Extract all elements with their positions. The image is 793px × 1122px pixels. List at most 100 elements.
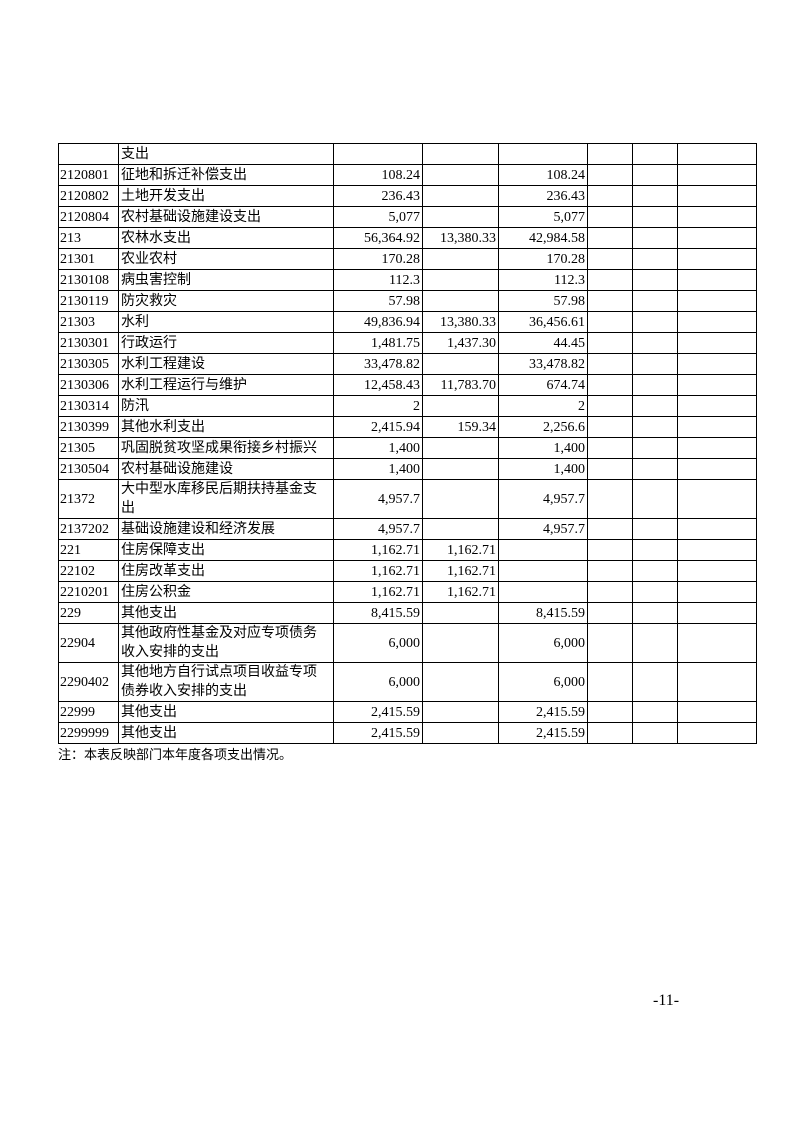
basic-cell: 13,380.33 <box>422 311 499 333</box>
extra-cell <box>587 722 633 744</box>
amount-cell: 112.3 <box>333 269 423 291</box>
extra-cell <box>677 701 757 723</box>
code-cell: 2130399 <box>58 416 119 438</box>
page-number: -11- <box>653 992 680 1009</box>
code-cell: 229 <box>58 602 119 624</box>
basic-cell <box>422 437 499 459</box>
extra-cell <box>632 458 678 480</box>
project-cell: 1,400 <box>498 437 588 459</box>
name-cell: 水利工程建设 <box>118 353 334 375</box>
amount-cell: 6,000 <box>333 662 423 702</box>
name-cell: 大中型水库移民后期扶持基金支出 <box>118 479 334 519</box>
extra-cell <box>632 518 678 540</box>
project-cell: 44.45 <box>498 332 588 354</box>
project-cell: 6,000 <box>498 623 588 663</box>
name-cell: 农林水支出 <box>118 227 334 249</box>
project-cell: 2,415.59 <box>498 722 588 744</box>
amount-cell <box>333 143 423 165</box>
extra-cell <box>632 143 678 165</box>
table-row: 2299999 其他支出 2,415.59 2,415.59 <box>58 722 757 744</box>
amount-cell: 56,364.92 <box>333 227 423 249</box>
name-cell: 征地和拆迁补偿支出 <box>118 164 334 186</box>
name-cell: 水利 <box>118 311 334 333</box>
extra-cell <box>587 602 633 624</box>
extra-cell <box>632 479 678 519</box>
table-row: 2210201 住房公积金 1,162.71 1,162.71 <box>58 581 757 603</box>
basic-cell <box>422 185 499 207</box>
project-cell: 2 <box>498 395 588 417</box>
extra-cell <box>632 185 678 207</box>
basic-cell: 1,162.71 <box>422 539 499 561</box>
table-row: 2290402 其他地方自行试点项目收益专项债券收入安排的支出 6,000 6,000 <box>58 662 757 702</box>
project-cell <box>498 539 588 561</box>
basic-cell <box>422 701 499 723</box>
extra-cell <box>587 458 633 480</box>
name-cell: 病虫害控制 <box>118 269 334 291</box>
project-cell: 1,400 <box>498 458 588 480</box>
project-cell: 108.24 <box>498 164 588 186</box>
code-cell: 21303 <box>58 311 119 333</box>
extra-cell <box>632 206 678 228</box>
code-cell: 2210201 <box>58 581 119 603</box>
code-cell: 2130306 <box>58 374 119 396</box>
extra-cell <box>677 374 757 396</box>
amount-cell: 108.24 <box>333 164 423 186</box>
table-row: 21305 巩固脱贫攻坚成果衔接乡村振兴 1,400 1,400 <box>58 437 757 459</box>
name-cell: 水利工程运行与维护 <box>118 374 334 396</box>
name-cell: 基础设施建设和经济发展 <box>118 518 334 540</box>
code-cell: 22904 <box>58 623 119 663</box>
code-cell <box>58 143 119 165</box>
extra-cell <box>632 560 678 582</box>
extra-cell <box>587 353 633 375</box>
table-row: 2120801 征地和拆迁补偿支出 108.24 108.24 <box>58 164 757 186</box>
code-cell: 2130314 <box>58 395 119 417</box>
extra-cell <box>587 560 633 582</box>
extra-cell <box>677 539 757 561</box>
extra-cell <box>587 248 633 270</box>
basic-cell: 1,162.71 <box>422 581 499 603</box>
extra-cell <box>587 185 633 207</box>
amount-cell: 49,836.94 <box>333 311 423 333</box>
table-row: 2130108 病虫害控制 112.3 112.3 <box>58 269 757 291</box>
name-cell: 支出 <box>118 143 334 165</box>
code-cell: 2120801 <box>58 164 119 186</box>
table-row: 支出 <box>58 143 757 165</box>
extra-cell <box>587 290 633 312</box>
extra-cell <box>677 332 757 354</box>
basic-cell <box>422 395 499 417</box>
amount-cell: 2,415.59 <box>333 701 423 723</box>
extra-cell <box>677 518 757 540</box>
extra-cell <box>587 701 633 723</box>
extra-cell <box>677 353 757 375</box>
basic-cell <box>422 458 499 480</box>
extra-cell <box>587 311 633 333</box>
code-cell: 2130301 <box>58 332 119 354</box>
amount-cell: 57.98 <box>333 290 423 312</box>
extra-cell <box>632 311 678 333</box>
basic-cell: 11,783.70 <box>422 374 499 396</box>
basic-cell <box>422 353 499 375</box>
amount-cell: 5,077 <box>333 206 423 228</box>
amount-cell: 6,000 <box>333 623 423 663</box>
table-row: 2130119 防灾救灾 57.98 57.98 <box>58 290 757 312</box>
basic-cell <box>422 623 499 663</box>
extra-cell <box>677 722 757 744</box>
extra-cell <box>632 227 678 249</box>
name-cell: 其他政府性基金及对应专项债务收入安排的支出 <box>118 623 334 663</box>
basic-cell: 13,380.33 <box>422 227 499 249</box>
extra-cell <box>587 164 633 186</box>
amount-cell: 1,400 <box>333 458 423 480</box>
code-cell: 221 <box>58 539 119 561</box>
extra-cell <box>632 290 678 312</box>
table-row: 2130314 防汛 2 2 <box>58 395 757 417</box>
extra-cell <box>587 269 633 291</box>
basic-cell <box>422 518 499 540</box>
table-row: 213 农林水支出 56,364.92 13,380.33 42,984.58 <box>58 227 757 249</box>
code-cell: 2137202 <box>58 518 119 540</box>
table-row: 2130306 水利工程运行与维护 12,458.43 11,783.70 674.74 <box>58 374 757 396</box>
extra-cell <box>587 395 633 417</box>
amount-cell: 12,458.43 <box>333 374 423 396</box>
expense-table: 支出 2120801 征地和拆迁补偿支出 108.24 108.24 2120802 土地开… <box>58 143 757 744</box>
extra-cell <box>587 206 633 228</box>
